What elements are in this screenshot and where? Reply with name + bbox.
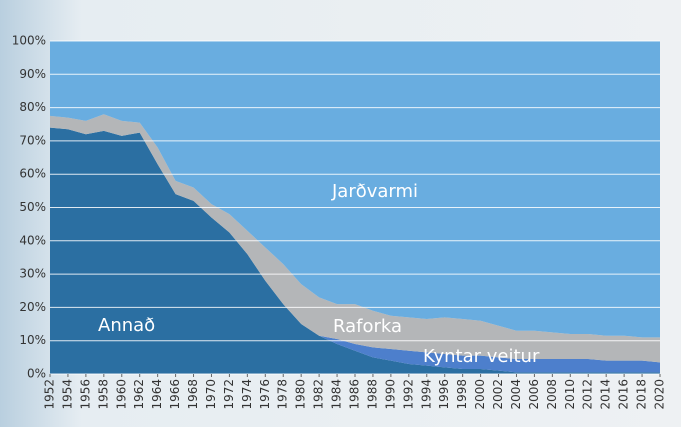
y-tick-label: 10% — [19, 333, 46, 347]
x-tick-label: 1962 — [132, 379, 146, 410]
x-tick-label: 2014 — [599, 379, 613, 410]
x-tick-label: 1966 — [168, 379, 182, 410]
x-tick-label: 2020 — [653, 379, 667, 410]
area — [50, 41, 660, 338]
x-tick-label: 1988 — [365, 379, 379, 410]
x-tick-label: 1984 — [330, 379, 344, 410]
y-tick-label: 100% — [12, 34, 46, 48]
x-tick-label: 2000 — [473, 379, 487, 410]
x-tick-label: 1956 — [78, 379, 92, 410]
series-label: Jarðvarmi — [331, 181, 418, 202]
x-tick-label: 2018 — [635, 379, 649, 410]
y-tick-label: 60% — [19, 167, 46, 181]
x-tick-label: 1958 — [96, 379, 110, 410]
x-tick-label: 1964 — [150, 379, 164, 410]
x-tick-label: 2008 — [545, 379, 559, 410]
x-tick-label: 2010 — [563, 379, 577, 410]
x-tick-label: 2006 — [527, 379, 541, 410]
x-tick-label: 2016 — [617, 379, 631, 410]
series-label: Annað — [98, 315, 155, 336]
y-tick-label: 40% — [19, 233, 46, 247]
y-tick-label: 90% — [19, 67, 46, 81]
x-tick-label: 1968 — [186, 379, 200, 410]
x-tick-label: 1982 — [312, 379, 326, 410]
x-tick-label: 1996 — [437, 379, 451, 410]
x-tick-label: 2004 — [509, 379, 523, 410]
x-tick-label: 2012 — [581, 379, 595, 410]
y-tick-label: 80% — [19, 100, 46, 114]
area — [50, 127, 660, 374]
x-tick-label: 1990 — [383, 379, 397, 410]
y-tick-label: 50% — [19, 200, 46, 214]
x-tick-label: 2002 — [491, 379, 505, 410]
x-tick-label: 1978 — [276, 379, 290, 410]
x-tick-label: 1986 — [348, 379, 362, 410]
y-tick-label: 0% — [27, 367, 46, 381]
x-tick-label: 1952 — [43, 379, 57, 410]
x-tick-label: 1960 — [114, 379, 128, 410]
x-tick-label: 1972 — [222, 379, 236, 410]
x-tick-label: 1976 — [258, 379, 272, 410]
area — [50, 114, 660, 363]
x-tick-label: 1970 — [204, 379, 218, 410]
x-tick-label: 1980 — [294, 379, 308, 410]
y-tick-label: 30% — [19, 267, 46, 281]
x-tick-label: 1974 — [240, 379, 254, 410]
series-label: Raforka — [333, 316, 402, 337]
y-tick-label: 70% — [19, 133, 46, 147]
x-tick-label: 1998 — [455, 379, 469, 410]
series-label: Kyntar veitur — [423, 346, 540, 367]
x-tick-label: 1954 — [60, 379, 74, 410]
x-tick-label: 1992 — [401, 379, 415, 410]
y-tick-label: 20% — [19, 300, 46, 314]
x-tick-label: 1994 — [419, 379, 433, 410]
